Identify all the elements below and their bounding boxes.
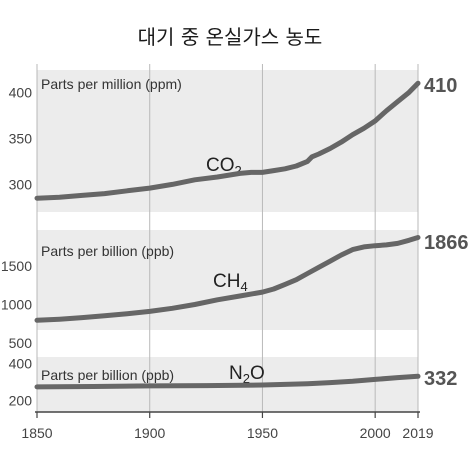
x-tick-label: 1950	[247, 425, 278, 441]
panel-backgrounds	[37, 70, 418, 412]
series-lines	[34, 80, 421, 390]
n2o-series-label: N2O	[229, 363, 265, 386]
co2-end-value: 410	[424, 75, 457, 97]
x-axis: 1850 1900 1950 2000 2019	[21, 411, 434, 441]
ch4-series-label: CH4	[213, 271, 248, 294]
x-tick-label: 1850	[21, 425, 52, 441]
y-tick-label: 1500	[1, 258, 32, 274]
x-tick-label: 2019	[402, 425, 433, 441]
y-tick-label: 200	[9, 393, 33, 409]
y-tick-label: 1000	[1, 296, 32, 312]
y-tick-label: 400	[9, 356, 33, 372]
chart-title: 대기 중 온실가스 농도	[138, 25, 323, 49]
y-tick-label: 500	[9, 335, 33, 351]
n2o-end-value: 332	[424, 368, 457, 390]
x-tick-label: 2000	[360, 425, 391, 441]
y-tick-labels: 300 350 400 500 1000 1500 200 400	[1, 84, 32, 408]
co2-series-label: CO2	[206, 155, 242, 178]
n2o-series-line	[34, 373, 421, 390]
co2-unit-label: Parts per million (ppm)	[41, 76, 182, 92]
ch4-end-value: 1866	[424, 232, 469, 254]
y-tick-label: 400	[9, 84, 33, 100]
ch4-series-line	[34, 235, 421, 323]
n2o-unit-label: Parts per billion (ppb)	[41, 367, 174, 383]
co2-series-line	[34, 80, 421, 201]
y-tick-label: 350	[9, 130, 33, 146]
ch4-unit-label: Parts per billion (ppb)	[41, 243, 174, 259]
x-tick-label: 1900	[134, 425, 165, 441]
y-tick-label: 300	[9, 176, 33, 192]
panel-background	[37, 70, 418, 212]
